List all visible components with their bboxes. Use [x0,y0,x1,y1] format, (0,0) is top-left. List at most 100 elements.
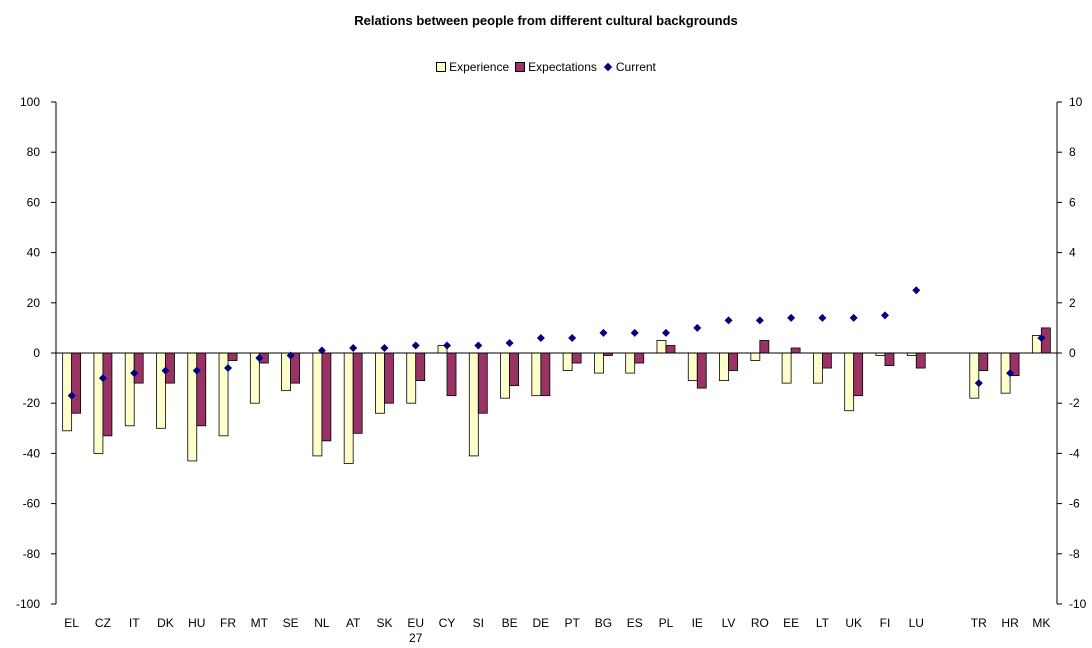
point-current [317,346,326,355]
x-tick-label: LU [909,616,924,630]
x-tick-label: EL [64,616,79,630]
bar-expectations [71,352,82,414]
y-tick-label-right: 0 [1069,346,1076,360]
y-tick-label-right: 10 [1069,95,1083,109]
bar-expectations [571,352,582,364]
bar-experience [281,352,292,392]
bar-experience [812,352,823,384]
y-tick-label-left: -20 [23,396,41,410]
legend-item-experience: Experience [436,60,509,74]
point-current [98,374,107,383]
x-tick-label: MT [251,616,269,630]
bar-experience [312,352,323,457]
bar-expectations [321,352,332,442]
y-tick-label-right: -10 [1069,597,1087,611]
y-tick-label-left: 80 [27,145,41,159]
y-tick-label-right: -4 [1069,446,1080,460]
chart-title: Relations between people from different … [354,13,738,28]
point-current [224,364,233,373]
point-current [380,343,389,352]
point-current [818,313,827,322]
x-tick-label: DK [157,616,174,630]
legend-label-experience: Experience [449,60,510,74]
bar-experience [625,352,636,374]
point-current [255,354,264,363]
bar-expectations [384,352,394,404]
bar-expectations [884,352,895,366]
bar-experience [124,352,135,427]
point-current [474,341,483,350]
point-current [536,333,545,342]
x-tick-label: SE [283,616,299,630]
point-current [161,366,170,375]
bar-expectations [915,352,926,369]
x-tick-label: IT [129,616,140,630]
bar-expectations [634,352,645,364]
x-tick-label: IE [692,616,703,630]
y-tick-label-left: -40 [23,446,41,460]
bar-expectations [196,352,207,427]
x-tick-label: LV [722,616,736,630]
bar-experience [343,352,354,464]
x-tick-label: EE [783,616,799,630]
bar-expectations [102,352,113,437]
y-tick-label-left: 40 [27,246,41,260]
y-tick-label-right: -6 [1069,497,1080,511]
legend-label-expectations: Expectations [528,60,597,74]
bar-experience [969,352,980,399]
x-tick-label: SI [473,616,484,630]
point-current [755,316,764,325]
bar-expectations [790,347,801,354]
legend-swatch-experience [436,62,447,72]
y-tick-label-left: 0 [33,346,40,360]
legend-item-expectations: Expectations [515,60,597,74]
x-tick-label: PT [564,616,580,630]
point-current [1037,333,1046,342]
bar-expectations [978,352,989,371]
bar-experience [93,352,104,454]
x-tick-label: UK [845,616,862,630]
point-current [912,286,921,295]
x-tick-label: FI [880,616,891,630]
x-tick-label: SK [376,616,392,630]
y-tick-label-left: 20 [27,296,41,310]
point-current [693,323,702,332]
bar-experience [500,352,510,399]
point-current [787,313,796,322]
y-tick-label-left: 100 [20,95,40,109]
bar-experience [562,352,573,371]
bar-experience [719,352,729,382]
y-tick-label-right: 4 [1069,246,1076,260]
bar-expectations [509,352,519,387]
x-tick-label: RO [751,616,769,630]
x-tick-label: DE [533,616,550,630]
point-current [849,313,858,322]
point-current [192,366,201,375]
point-current [130,369,139,378]
bar-expectations [853,352,864,397]
bar-experience [156,352,166,429]
legend-swatch-expectations [515,62,526,72]
point-current [443,341,452,350]
x-tick-label: HU [188,616,205,630]
bar-expectations [759,340,770,354]
y-tick-label-right: -8 [1069,547,1080,561]
bar-experience [62,352,73,432]
point-current [568,333,577,342]
point-current [661,328,670,337]
bar-experience [781,352,792,384]
point-current [349,343,358,352]
point-current [630,328,639,337]
x-tick-label: ES [627,616,643,630]
x-tick-label: AT [346,616,361,630]
point-current [505,338,514,347]
x-tick-label: PL [659,616,674,630]
bar-expectations [477,352,488,414]
x-tick-label: TR [971,616,987,630]
bar-expectations [133,352,144,384]
y-tick-label-left: 60 [27,195,41,209]
y-tick-label-left: -80 [23,547,41,561]
bar-expectations [446,352,457,397]
x-tick-label: LT [816,616,830,630]
